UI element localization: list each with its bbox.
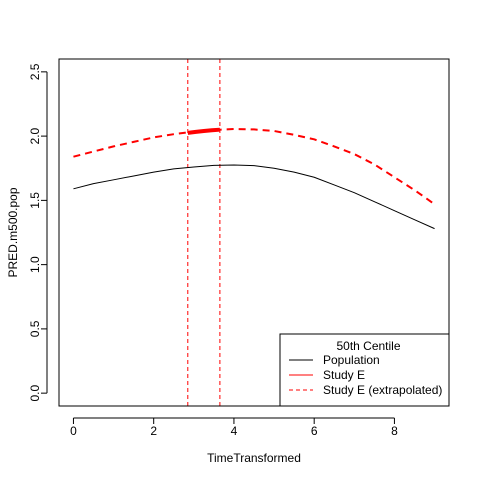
y-tick-label: 1.5 — [28, 192, 42, 209]
population-line — [73, 164, 435, 230]
y-tick-label: 0.5 — [28, 320, 42, 337]
plot-frame — [58, 58, 450, 407]
study-e-extrapolated-line — [73, 128, 436, 206]
axes: 0 2 4 6 8 0.0 0.5 1.0 1.5 2.0 2.5 — [28, 63, 398, 438]
legend-box — [279, 333, 450, 407]
x-axis-label: TimeTransformed — [207, 451, 301, 465]
legend-entry-label: Study E — [323, 368, 365, 382]
x-tick-label: 2 — [150, 424, 157, 438]
legend-title: 50th Centile — [336, 339, 400, 353]
x-tick-label: 6 — [311, 424, 318, 438]
legend-entry-label: Population — [323, 353, 380, 367]
y-axis-label: PRED.m500.pop — [6, 187, 20, 277]
legend-entry-label: Study E (extrapolated) — [323, 383, 442, 397]
x-tick-label: 4 — [231, 424, 238, 438]
x-tick-label: 0 — [70, 424, 77, 438]
x-tick-label: 8 — [391, 424, 398, 438]
y-tick-label: 2.0 — [28, 127, 42, 144]
y-tick-label: 1.0 — [28, 256, 42, 273]
y-tick-label: 2.5 — [28, 63, 42, 80]
study-e-line — [187, 127, 221, 135]
plot-marks — [73, 59, 436, 406]
y-tick-label: 0.0 — [28, 384, 42, 401]
